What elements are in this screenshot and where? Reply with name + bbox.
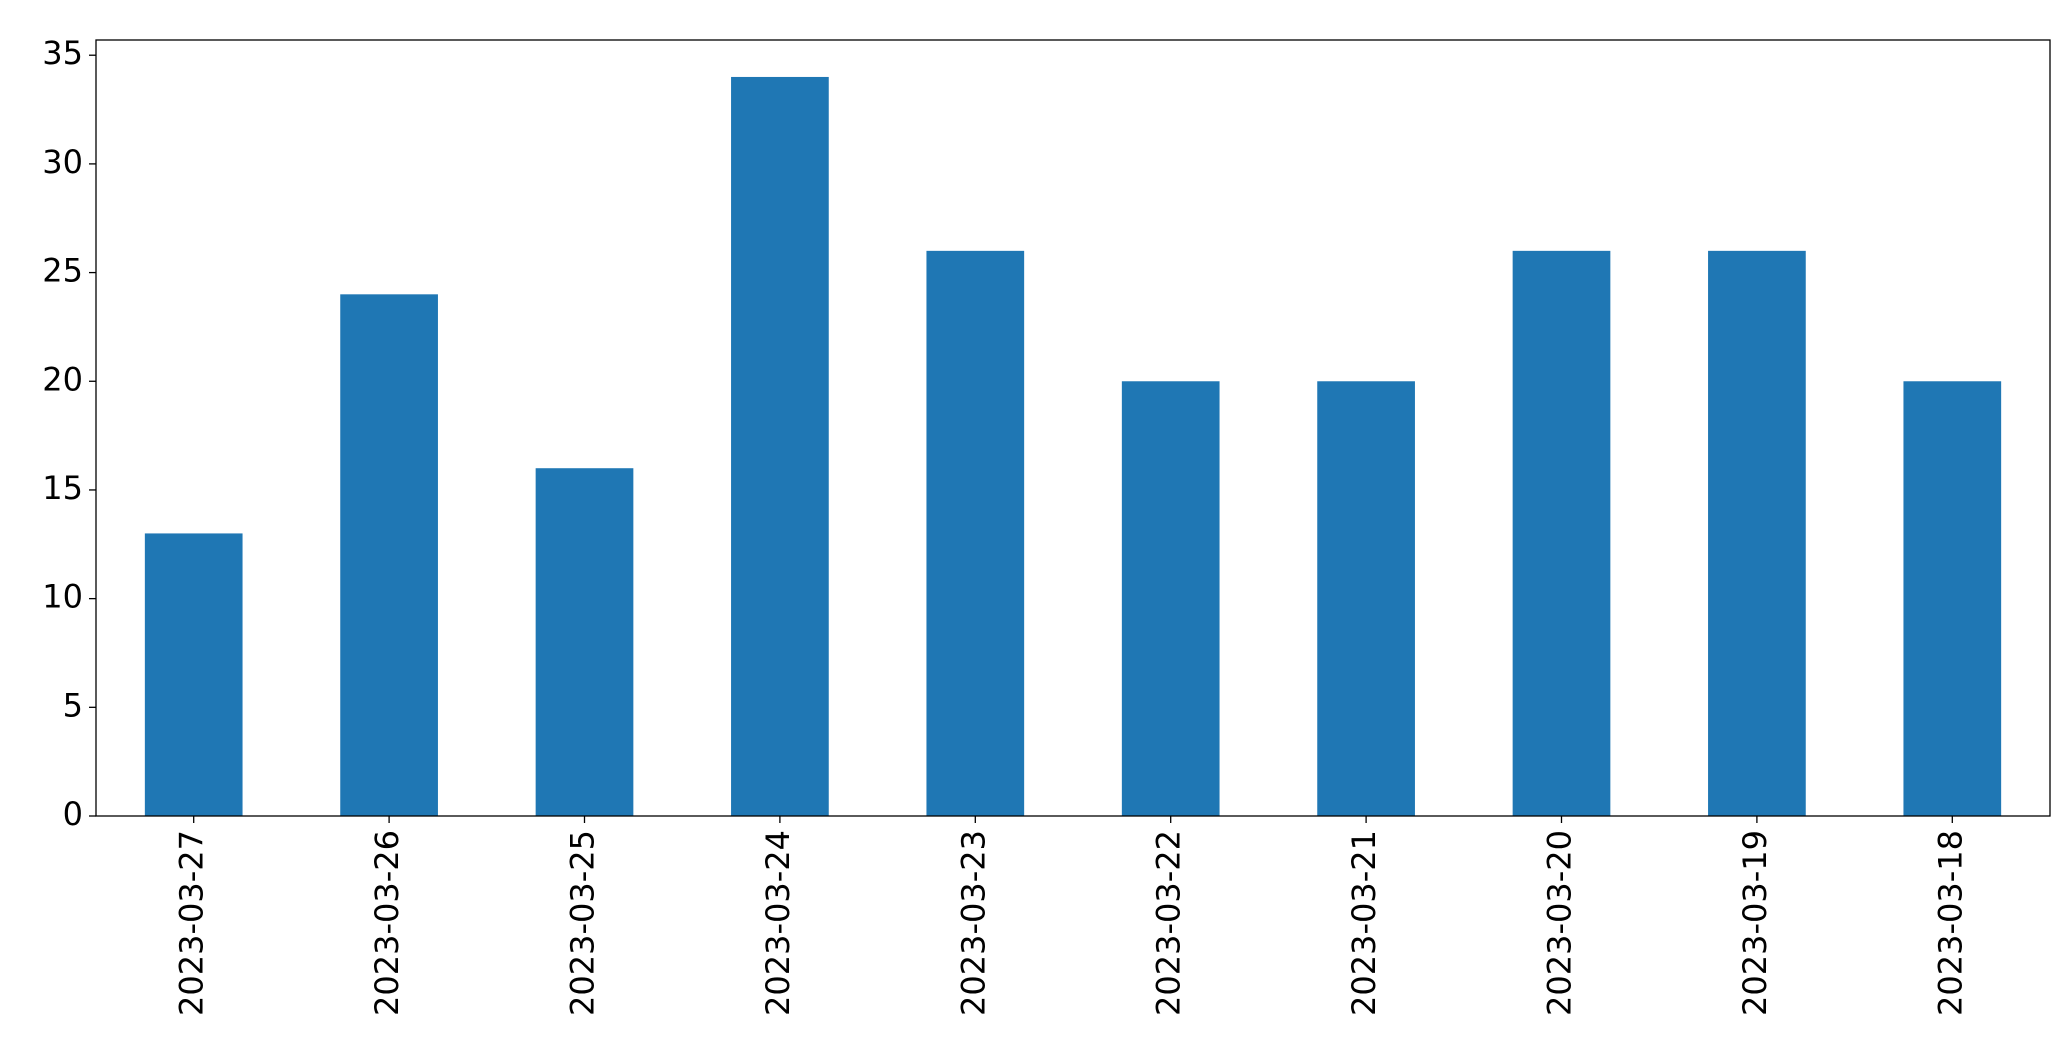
- x-tick-label: 2023-03-24: [759, 830, 797, 1016]
- bar: [926, 250, 1025, 816]
- x-tick-label: 2023-03-18: [1931, 830, 1969, 1016]
- y-tick-label: 15: [42, 469, 83, 507]
- y-tick-label: 10: [42, 578, 83, 616]
- bar: [144, 533, 243, 816]
- y-tick-label: 0: [63, 795, 83, 833]
- bar: [1317, 381, 1415, 816]
- bar: [535, 468, 634, 816]
- bar: [340, 294, 438, 816]
- y-tick-label: 30: [42, 143, 83, 181]
- x-tick-label: 2023-03-26: [368, 830, 406, 1016]
- plot-frame: [95, 39, 2051, 817]
- x-tick-label: 2023-03-21: [1345, 830, 1383, 1016]
- y-tick-label: 35: [42, 34, 83, 72]
- bar: [1512, 250, 1611, 816]
- x-tick-label: 2023-03-19: [1736, 830, 1774, 1016]
- x-tick-label: 2023-03-23: [954, 830, 992, 1016]
- x-tick-label: 2023-03-20: [1541, 830, 1579, 1016]
- x-tick-label: 2023-03-22: [1150, 830, 1188, 1016]
- x-tick-label: 2023-03-25: [564, 830, 602, 1016]
- y-tick-label: 5: [63, 686, 83, 724]
- x-tick-label: 2023-03-27: [173, 830, 211, 1016]
- bar: [1708, 250, 1806, 816]
- bar: [731, 76, 829, 816]
- y-tick-label: 25: [42, 252, 83, 290]
- bar: [1903, 381, 2002, 816]
- bar: [1121, 381, 1220, 816]
- y-tick-label: 20: [42, 360, 83, 398]
